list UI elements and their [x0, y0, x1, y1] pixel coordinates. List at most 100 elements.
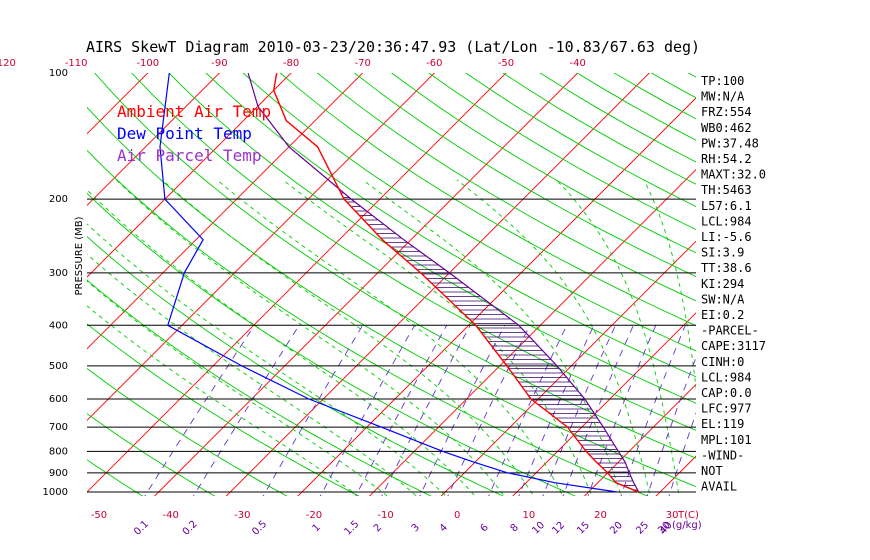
- mixing-ratio-line: [518, 325, 595, 496]
- stability-index-item: EI:0.2: [701, 308, 744, 322]
- dry-adiabat-line: [87, 279, 432, 496]
- bottom-temperature-ticks: -50 -40 -30 -20 -10 0 10 20 30 T(C): [91, 510, 699, 521]
- dry-adiabat-line: [0, 54, 5, 501]
- stability-index-item: NOT: [701, 464, 723, 478]
- stability-index-item: RH:54.2: [701, 152, 752, 166]
- mixing-ratio-line: [381, 325, 471, 496]
- stability-index-item: TH:5463: [701, 183, 752, 197]
- pressure-tick-labels: 100 200 300 400 500 600 700 800 900 1000: [43, 68, 68, 498]
- mixing-ratio-label: 4: [438, 522, 450, 534]
- moist-adiabat-line: [216, 179, 564, 496]
- stability-index-item: LI:-5.6: [701, 230, 752, 244]
- bottom-temp-tick-label: -50: [91, 510, 107, 521]
- mixing-ratio-label: 15: [575, 520, 592, 537]
- isotherm-lines: [87, 54, 870, 501]
- dry-adiabat-line: [316, 73, 696, 302]
- dew-point-line: [159, 73, 618, 493]
- stability-index-item: WB0:462: [701, 121, 752, 135]
- bottom-temp-tick-label: -40: [162, 510, 178, 521]
- mixing-ratio-label: 12: [550, 520, 567, 537]
- mixing-ratio-line: [193, 325, 300, 496]
- bottom-temp-tick-label: -20: [306, 510, 322, 521]
- legend-entry: Dew Point Temp: [117, 124, 252, 143]
- dry-adiabat-line: [427, 73, 696, 230]
- stability-index-item: LCL:984: [701, 214, 752, 228]
- dry-adiabat-line: [687, 73, 696, 78]
- dry-adiabat-line: [87, 413, 216, 496]
- bottom-temp-tick-label: -10: [377, 510, 393, 521]
- dry-adiabat-line: [131, 73, 696, 431]
- dry-adiabat-line: [168, 73, 696, 404]
- stability-index-item: CAPE:3117: [701, 339, 766, 353]
- pressure-tick-label: 300: [49, 268, 68, 279]
- pressure-tick-label: 900: [49, 468, 68, 479]
- pressure-tick-label: 100: [49, 68, 68, 79]
- chart-title: AIRS SkewT Diagram 2010-03-23/20:36:47.9…: [86, 38, 700, 56]
- dry-adiabat-line: [87, 323, 360, 496]
- moist-adiabat-line: [456, 179, 651, 496]
- isotherm-line: [583, 383, 696, 496]
- mixing-ratio-label: 6: [479, 522, 491, 534]
- moist-adiabat-line: [643, 179, 696, 391]
- parcel-temp-line: [247, 73, 640, 493]
- mixing-ratio-label: 0.2: [181, 519, 200, 538]
- moist-adiabat-line: [87, 189, 476, 496]
- dry-adiabat-line: [87, 149, 649, 496]
- top-temp-tick-label: -60: [426, 58, 442, 69]
- isotherm-line: [87, 73, 435, 421]
- stability-index-item: TT:38.6: [701, 261, 752, 275]
- pressure-tick-label: 600: [49, 394, 68, 405]
- moist-adiabat-line: [362, 179, 622, 496]
- mixing-ratio-line: [542, 325, 616, 496]
- moist-adiabat-line: [115, 179, 505, 496]
- mixing-ratio-line: [447, 325, 531, 496]
- moist-adiabat-line: [162, 179, 535, 496]
- stability-index-item: -PARCEL-: [701, 324, 759, 338]
- stability-index-item: LCL:984: [701, 370, 752, 384]
- isotherm-line: [655, 455, 696, 496]
- stability-index-item: MAXT:32.0: [701, 168, 766, 182]
- isotherm-line: [87, 73, 507, 493]
- dry-adiabat-line: [242, 73, 696, 352]
- mixing-ratio-label: 1.5: [343, 519, 362, 538]
- stability-index-item: LFC:977: [701, 402, 752, 416]
- dry-adiabat-line: [87, 367, 288, 496]
- legend: Ambient Air Temp Dew Point Temp Air Parcel…: [117, 102, 271, 165]
- moist-adiabat-lines: [87, 179, 696, 496]
- stability-index-item: L57:6.1: [701, 199, 752, 213]
- stability-index-item: MPL:101: [701, 433, 752, 447]
- isotherm-line: [87, 73, 221, 207]
- top-temperature-ticks: -120 -110 -100 -90 -80 -70 -60 -50 -40: [0, 58, 586, 69]
- mixing-ratio-line: [419, 325, 506, 496]
- dry-adiabat-line: [205, 73, 696, 378]
- mixing-ratio-unit: (g/kg): [672, 520, 702, 531]
- mixing-ratio-label: 0.1: [132, 519, 151, 538]
- pressure-tick-label: 1000: [43, 487, 68, 498]
- isotherm-line: [87, 73, 149, 135]
- mixing-ratio-line: [668, 411, 696, 496]
- isotherm-line: [87, 73, 292, 278]
- bottom-temp-tick-label: 20: [594, 510, 607, 521]
- stability-index-item: PW:37.48: [701, 136, 759, 150]
- stability-index-item: AVAIL: [701, 480, 737, 494]
- stability-index-item: -WIND-: [701, 448, 744, 462]
- top-temp-tick-label: -90: [211, 58, 227, 69]
- isotherm-line: [225, 73, 650, 496]
- mixing-ratio-label: 25: [634, 520, 651, 537]
- top-temp-tick-label: -50: [498, 58, 514, 69]
- moist-adiabat-line: [87, 280, 388, 496]
- dry-adiabat-line: [94, 73, 696, 459]
- stability-index-item: MW:N/A: [701, 90, 745, 104]
- mixing-ratio-line: [646, 356, 696, 496]
- isotherm-line: [795, 54, 870, 501]
- dry-adiabat-line: [502, 73, 696, 185]
- dry-adiabat-line: [279, 73, 696, 327]
- moist-adiabat-line: [87, 253, 418, 496]
- dry-adiabat-line: [87, 459, 144, 496]
- bottom-temp-unit: T(C): [677, 510, 699, 521]
- top-temp-tick-label: -80: [283, 58, 299, 69]
- ambient-temp-line: [272, 73, 639, 493]
